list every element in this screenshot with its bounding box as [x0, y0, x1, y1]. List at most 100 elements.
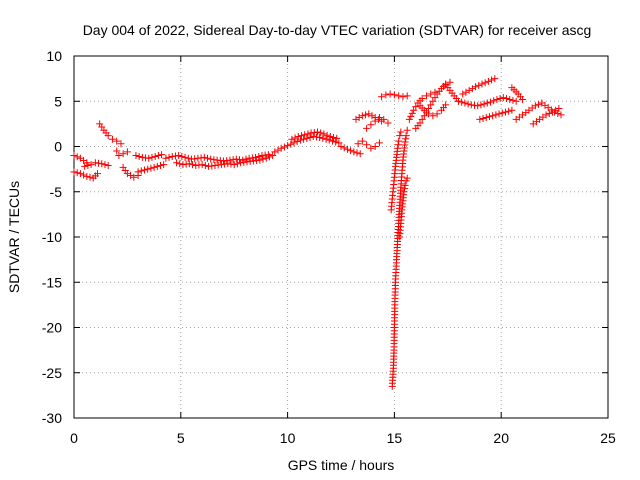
- data-point: [365, 110, 373, 118]
- data-point: [382, 91, 390, 99]
- y-axis-label: SDTVAR / TECUs: [6, 181, 22, 293]
- data-point: [175, 152, 183, 160]
- data-point: [555, 104, 563, 112]
- data-point: [200, 153, 208, 161]
- data-point: [446, 78, 454, 86]
- data-point: [433, 110, 441, 118]
- data-point: [354, 140, 362, 148]
- data-point: [288, 135, 296, 143]
- data-point: [410, 106, 418, 114]
- data-point: [483, 99, 491, 107]
- data-point: [98, 160, 106, 168]
- data-point: [408, 109, 416, 117]
- data-point: [403, 126, 411, 134]
- data-point: [542, 111, 550, 119]
- data-point: [269, 152, 277, 160]
- data-point: [277, 144, 285, 152]
- data-point: [113, 147, 121, 155]
- x-axis-label: GPS time / hours: [288, 457, 395, 473]
- data-point: [477, 101, 485, 109]
- data-point: [148, 153, 156, 161]
- data-point: [332, 138, 340, 146]
- data-point: [201, 162, 209, 170]
- data-point: [512, 97, 520, 105]
- data-point: [422, 92, 430, 100]
- data-point: [184, 154, 192, 162]
- data-point: [400, 188, 408, 196]
- data-point: [70, 152, 78, 160]
- data-point: [86, 173, 94, 181]
- data-point: [396, 132, 404, 140]
- data-point: [162, 154, 170, 162]
- data-point: [482, 114, 490, 122]
- data-point: [284, 142, 292, 150]
- data-point: [84, 162, 92, 170]
- data-point: [464, 100, 472, 108]
- data-point: [407, 112, 415, 120]
- data-point: [350, 148, 358, 156]
- data-point: [461, 99, 469, 107]
- data-point: [491, 75, 499, 83]
- data-point: [454, 97, 462, 105]
- data-point: [479, 114, 487, 122]
- x-tick-label: 10: [280, 430, 296, 446]
- data-point: [405, 115, 413, 123]
- data-point: [371, 117, 379, 125]
- data-point: [185, 160, 193, 168]
- data-point: [362, 111, 370, 119]
- data-point: [165, 153, 173, 161]
- data-point: [255, 152, 263, 160]
- y-tick-label: -25: [42, 365, 62, 381]
- data-point: [291, 134, 299, 142]
- data-point: [108, 135, 116, 143]
- data-point: [150, 163, 158, 171]
- data-point: [328, 137, 336, 145]
- data-point: [501, 108, 509, 116]
- data-point: [363, 141, 371, 149]
- data-point: [509, 96, 517, 104]
- data-point: [402, 135, 410, 143]
- data-point: [557, 111, 565, 119]
- data-point: [347, 147, 355, 155]
- data-point: [397, 128, 405, 136]
- data-point: [476, 115, 484, 123]
- data-point: [87, 161, 95, 169]
- data-point: [488, 76, 496, 84]
- data-point: [489, 112, 497, 120]
- data-point: [274, 146, 282, 154]
- data-point: [474, 102, 482, 110]
- data-point: [296, 136, 304, 144]
- data-point: [130, 173, 138, 181]
- x-tick-label: 5: [177, 430, 185, 446]
- data-point: [399, 93, 407, 101]
- data-point: [294, 133, 302, 141]
- data-point: [519, 95, 527, 103]
- data-point: [458, 98, 466, 106]
- data-point: [380, 115, 388, 123]
- data-point: [481, 79, 489, 87]
- axis-ticks: 0 5 10 15 20 25 -30 -25 -20 -15 -10 -5 0 5 10: [42, 48, 616, 446]
- data-point: [337, 143, 345, 150]
- data-point: [367, 121, 375, 129]
- data-point: [352, 115, 360, 123]
- data-point: [531, 102, 539, 110]
- data-point: [252, 153, 260, 161]
- data-point: [403, 92, 411, 100]
- data-point: [135, 152, 143, 160]
- data-point: [465, 86, 473, 94]
- data-point: [395, 92, 403, 100]
- data-point: [498, 109, 506, 117]
- data-point: [552, 106, 560, 114]
- data-point: [271, 148, 279, 156]
- data-point: [478, 80, 486, 88]
- data-point: [157, 162, 165, 170]
- data-point: [472, 83, 480, 91]
- data-point: [394, 144, 402, 152]
- data-point: [371, 143, 379, 150]
- data-point: [363, 124, 371, 132]
- data-point: [293, 138, 301, 146]
- data-point: [375, 114, 383, 122]
- data-point: [304, 130, 312, 138]
- data-point: [378, 93, 386, 101]
